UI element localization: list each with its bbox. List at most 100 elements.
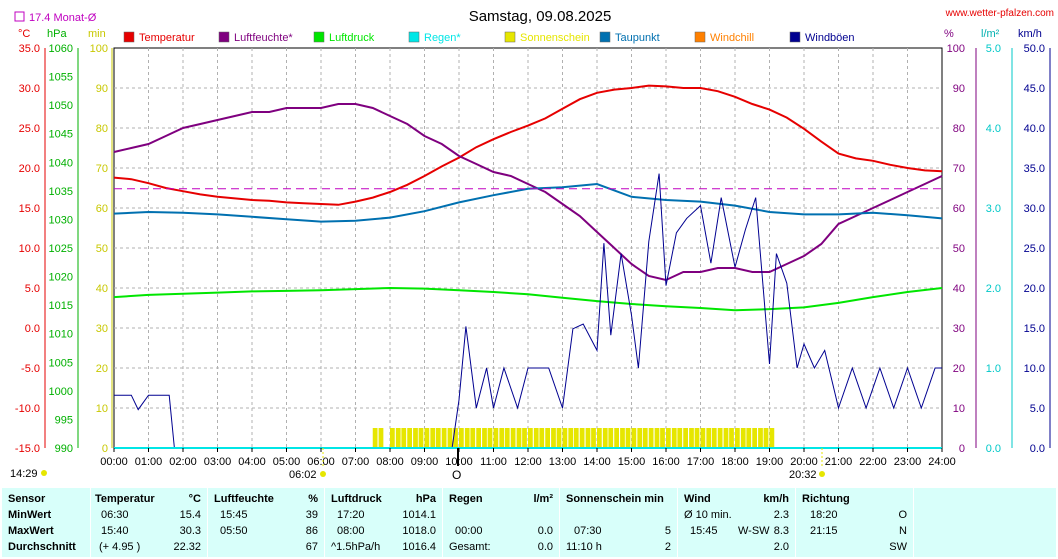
current-time: 14:29 [10, 468, 38, 480]
sunshine-bar [671, 428, 677, 448]
pressure-tick-label: 1030 [49, 214, 73, 226]
wind-tick-label: 45.0 [1024, 83, 1045, 95]
pressure-tick-label: 1020 [49, 272, 73, 284]
sunshine-bar [620, 428, 625, 448]
sunshine-bar [539, 428, 545, 448]
x-tick-label: 20:00 [790, 456, 818, 468]
wind-tick-label: 10.0 [1024, 363, 1045, 375]
stats-table: Sensor MinWert MaxWert Durchschnitt Temp… [2, 488, 1056, 557]
x-tick-label: 08:00 [376, 456, 404, 468]
stats-header-humidity: Luftfeuchte [214, 493, 274, 505]
unit-temp: °C [18, 28, 30, 40]
stats-humidity-time: 15:45 [220, 509, 248, 521]
stats-rain-time: 00:00 [455, 525, 483, 537]
stats-wind-value: 2.3 [773, 509, 789, 521]
legend-swatch [789, 31, 801, 43]
stats-header-pressure: Luftdruck [331, 493, 382, 505]
temp-tick-label: 15.0 [19, 203, 40, 215]
stats-header-wind-unit: km/h [763, 493, 789, 505]
sunrise-time: 06:02 [289, 469, 317, 481]
temp-tick-label: -5.0 [21, 363, 40, 375]
pressure-tick-label: 1035 [49, 186, 73, 198]
x-tick-label: 21:00 [825, 456, 853, 468]
sunshine-bar [608, 428, 614, 448]
stats-pressure-time: 17:20 [337, 509, 365, 521]
x-tick-label: 01:00 [135, 456, 163, 468]
sunshine-bar [711, 428, 717, 448]
sunshine-bar [545, 428, 550, 448]
temp-tick-label: 5.0 [25, 283, 40, 295]
x-tick-label: 14:00 [583, 456, 611, 468]
humidity-tick-label: 50 [953, 243, 965, 255]
stats-pressure-value: 1014.1 [402, 509, 436, 521]
stats-col-wind: Wind km/h Ø 10 min. 2.3 15:45 W-SW 8.3 2… [678, 488, 796, 557]
sunshine-bar [752, 428, 757, 448]
sunshine-bar [504, 428, 510, 448]
wind-tick-label: 40.0 [1024, 123, 1045, 135]
sunshine-bar [631, 428, 637, 448]
stats-temp-delta: (+ 4.95 ) [99, 541, 141, 553]
rain-tick-label: 5.0 [986, 43, 1001, 55]
legend-label: Temperatur [139, 32, 195, 44]
axes: 35.0 30.0 25.0 20.0 15.0 10.0 5.0 0.0 -5.0 -10.0 -… [15, 43, 1051, 468]
sunshine-bar [648, 428, 654, 448]
sunshine-bar [568, 428, 574, 448]
humidity-tick-label: 0 [959, 443, 965, 455]
legend-label: Regen* [424, 32, 461, 44]
wind-tick-label: 25.0 [1024, 243, 1045, 255]
sunshine-bar [516, 428, 522, 448]
sunshine-bar [522, 428, 527, 448]
rain-tick-label: 2.0 [986, 283, 1001, 295]
sunshine-bar [378, 428, 384, 448]
humidity-tick-label: 100 [947, 43, 965, 55]
legend-label: Sonnenschein [520, 32, 590, 44]
stats-sunshine-value: 5 [664, 525, 671, 537]
pressure-tick-label: 1045 [49, 129, 73, 141]
stats-rain-total-label: Gesamt: [449, 541, 491, 553]
rain-tick-label: 0.0 [986, 443, 1001, 455]
rain-tick-label: 1.0 [986, 363, 1001, 375]
sunshine-bar [407, 428, 412, 448]
stats-col-direction: Richtung 18:20 O 21:15 N SW [796, 488, 914, 557]
wind-tick-label: 0.0 [1030, 443, 1045, 455]
stats-pressure-value: 1018.0 [402, 525, 436, 537]
legend-swatch [313, 31, 325, 43]
stats-col-humidity: Luftfeuchte % 15:45 39 05:50 86 67 [208, 488, 325, 557]
stats-wind-value: 8.3 [773, 525, 789, 537]
series-line [113, 182, 943, 223]
wind-tick-label: 5.0 [1030, 403, 1045, 415]
stats-wind-direction: W-SW [738, 525, 770, 537]
sunshine-bar [435, 428, 441, 448]
stats-row-label: Durchschnitt [8, 541, 76, 553]
pressure-tick-label: 1055 [49, 72, 73, 84]
x-tick-label: 06:00 [307, 456, 335, 468]
site-link[interactable]: www.wetter-pfalzen.com [945, 8, 1054, 19]
sunshine-tick-label: 10 [96, 403, 108, 415]
sunshine-bar [591, 428, 596, 448]
sunshine-bar [476, 428, 481, 448]
humidity-tick-label: 80 [953, 123, 965, 135]
x-tick-label: 11:00 [480, 456, 507, 468]
sunshine-bar [625, 428, 631, 448]
sunshine-bar [666, 428, 671, 448]
moon-icon: O [452, 468, 461, 482]
sunshine-tick-label: 50 [96, 243, 108, 255]
temp-tick-label: 20.0 [19, 163, 40, 175]
sunshine-bar [700, 428, 706, 448]
stats-sunshine-total: 11:10 h [566, 541, 602, 553]
legend-swatch [408, 31, 420, 43]
sunshine-bar [562, 428, 568, 448]
x-tick-label: 07:00 [342, 456, 370, 468]
sunshine-tick-label: 30 [96, 323, 108, 335]
x-tick-label: 03:00 [204, 456, 232, 468]
sunshine-tick-label: 90 [96, 83, 108, 95]
x-tick-label: 04:00 [238, 456, 266, 468]
sunshine-bar [717, 428, 723, 448]
sunshine-bar [441, 428, 447, 448]
sunshine-bar [499, 428, 505, 448]
legend-swatch [599, 31, 611, 43]
legend-swatch [504, 31, 516, 43]
current-time-sun-icon [41, 470, 47, 476]
sunshine-tick-label: 20 [96, 363, 108, 375]
stats-row-label: MaxWert [8, 525, 54, 537]
